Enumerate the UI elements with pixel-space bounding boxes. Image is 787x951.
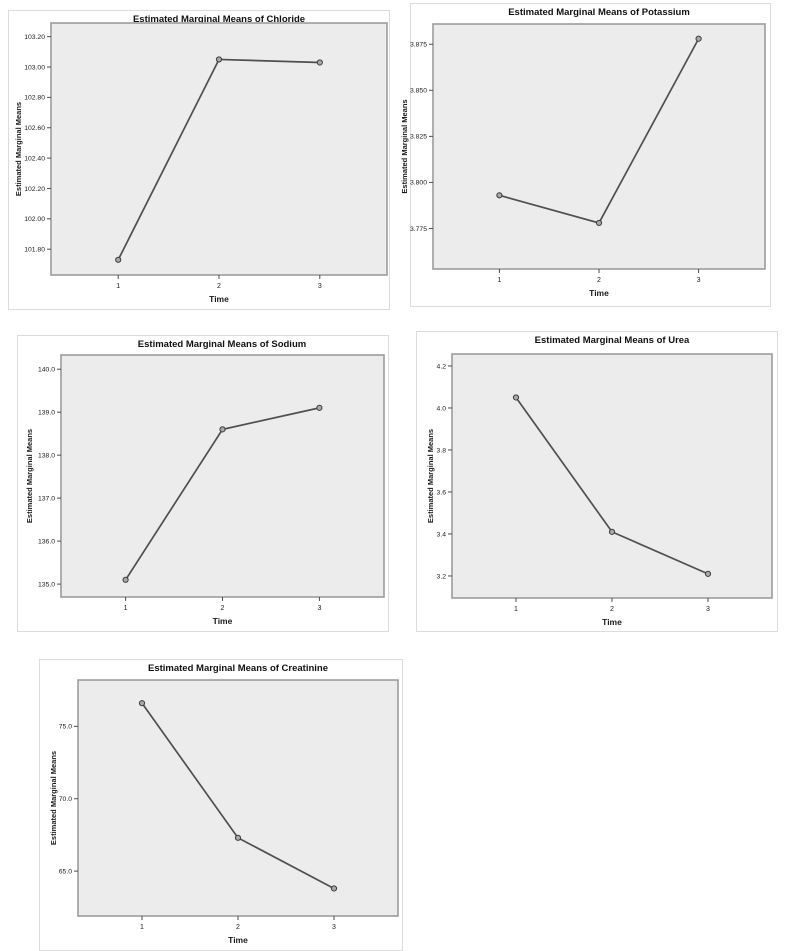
y-axis-label: Estimated Marginal Means	[49, 751, 58, 845]
x-tick-label: 1	[124, 605, 128, 612]
x-axis-label: Time	[209, 294, 229, 304]
x-tick-label: 3	[332, 924, 336, 931]
x-tick-label: 3	[318, 283, 322, 290]
chart-title-urea: Estimated Marginal Means of Urea	[534, 335, 690, 346]
plot-area	[77, 679, 399, 917]
y-tick-label: 140.0	[38, 366, 55, 373]
y-tick-label: 138.0	[38, 452, 55, 459]
chart-title-chloride: Estimated Marginal Means of Chloride	[132, 14, 306, 25]
data-point-marker	[316, 59, 323, 66]
y-tick-label: 3.775	[410, 226, 427, 233]
y-tick-label: 4.2	[437, 363, 447, 370]
y-tick-label: 70.0	[59, 796, 72, 803]
x-axis-label: Time	[589, 288, 609, 298]
plot-area	[60, 354, 385, 598]
plot-area	[451, 353, 773, 599]
x-tick-label: 2	[236, 924, 240, 931]
data-point-marker	[138, 700, 146, 707]
y-tick-label: 102.40	[24, 155, 45, 162]
y-tick-label: 102.80	[24, 95, 45, 102]
data-point-marker	[316, 404, 323, 411]
x-tick-label: 3	[697, 277, 701, 284]
data-point-marker	[330, 885, 338, 892]
data-point-marker	[496, 192, 503, 199]
y-tick-label: 135.0	[38, 581, 55, 588]
line-chart-chloride: 103.20 103.00 102.80 102.60 102.40 102.20 102.…	[14, 22, 388, 304]
y-tick-label: 102.60	[24, 125, 45, 132]
x-tick-label: 2	[610, 606, 614, 613]
chart-title-creatinine: Estimated Marginal Means of Creatinine	[147, 663, 329, 674]
x-tick-label: 1	[116, 283, 120, 290]
y-tick-label: 4.0	[437, 405, 447, 412]
y-tick-label: 3.875	[410, 42, 427, 49]
y-tick-label: 103.20	[24, 34, 45, 41]
y-axis-label: Estimated Marginal Means	[25, 429, 34, 523]
data-point-marker	[115, 256, 122, 263]
y-tick-label: 3.850	[410, 88, 427, 95]
y-axis-label: Estimated Marginal Means	[400, 99, 409, 193]
x-tick-label: 3	[317, 605, 321, 612]
chart-panel-creatinine[interactable]: Estimated Marginal Means of Creatinine 7…	[39, 659, 403, 951]
y-tick-label: 75.0	[59, 724, 72, 731]
y-tick-label: 3.6	[437, 489, 447, 496]
y-tick-label: 3.825	[410, 134, 427, 141]
y-tick-label: 139.0	[38, 409, 55, 416]
y-tick-label: 102.00	[24, 216, 45, 223]
data-point-marker	[608, 528, 616, 535]
y-tick-label: 136.0	[38, 538, 55, 545]
chart-panel-chloride[interactable]: Estimated Marginal Means of Chloride 103…	[8, 10, 390, 310]
x-tick-label: 1	[140, 924, 144, 931]
data-point-marker	[595, 219, 603, 227]
y-tick-label: 3.2	[437, 573, 447, 580]
x-axis-label: Time	[228, 935, 248, 945]
line-chart-potassium: 3.875 3.850 3.825 3.800 3.775 1 2 3 Estimated Ma…	[400, 23, 766, 298]
chart-panel-sodium[interactable]: Estimated Marginal Means of Sodium 140.0…	[17, 335, 389, 632]
line-chart-creatinine: 75.0 70.0 65.0 1 2 3 Estimated Marginal Means T…	[49, 679, 399, 945]
data-point-marker	[704, 570, 712, 577]
x-tick-label: 2	[221, 605, 225, 612]
x-tick-label: 2	[597, 277, 601, 284]
data-point-marker	[219, 426, 226, 433]
plot-area	[432, 23, 766, 270]
y-tick-label: 101.80	[24, 246, 45, 253]
y-axis-label: Estimated Marginal Means	[426, 429, 435, 523]
data-point-marker	[234, 834, 242, 841]
y-tick-label: 103.00	[24, 64, 45, 71]
chart-panel-potassium[interactable]: Estimated Marginal Means of Potassium 3.…	[400, 3, 771, 307]
data-point-marker	[122, 576, 129, 583]
x-tick-label: 3	[706, 606, 710, 613]
y-tick-label: 3.4	[437, 531, 447, 538]
y-tick-label: 3.800	[410, 180, 427, 187]
x-tick-label: 1	[497, 277, 501, 284]
y-axis-label: Estimated Marginal Means	[14, 102, 23, 196]
x-axis-label: Time	[213, 616, 233, 626]
y-tick-label: 3.8	[437, 447, 447, 454]
x-tick-label: 1	[514, 606, 518, 613]
chart-title-sodium: Estimated Marginal Means of Sodium	[137, 339, 307, 350]
line-chart-sodium: 140.0 139.0 138.0 137.0 136.0 135.0 1 2 3 Estimat…	[25, 354, 385, 626]
line-chart-urea: 4.2 4.0 3.8 3.6 3.4 3.2 1 2 3 Estimated Marginal …	[426, 353, 773, 627]
x-tick-label: 2	[217, 283, 221, 290]
y-tick-label: 137.0	[38, 495, 55, 502]
chart-title-potassium: Estimated Marginal Means of Potassium	[508, 7, 690, 18]
data-point-marker	[512, 394, 520, 401]
chart-panel-urea[interactable]: Estimated Marginal Means of Urea 4.2 4.0 3…	[416, 331, 778, 632]
data-point-marker	[695, 35, 702, 42]
y-tick-label: 102.20	[24, 186, 45, 193]
data-point-marker	[215, 56, 223, 63]
y-tick-label: 65.0	[59, 868, 72, 875]
plot-area	[50, 22, 388, 276]
x-axis-label: Time	[602, 617, 622, 627]
